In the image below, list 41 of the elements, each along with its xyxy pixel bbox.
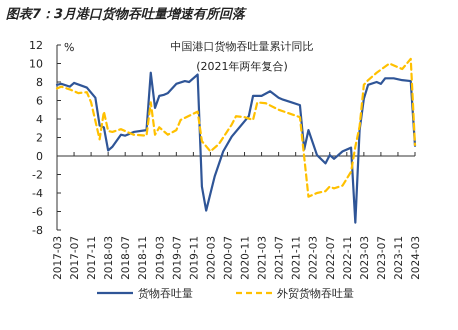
line-series xyxy=(56,58,416,198)
x-tick-label: 2019-07 xyxy=(171,236,184,280)
chart-subtitle: 中国港口货物吞吐量累计同比 xyxy=(170,40,314,53)
x-tick-label: 2018-07 xyxy=(120,236,132,280)
x-tick-label: 2017-07 xyxy=(69,236,82,280)
x-tick-label: 2023-03 xyxy=(358,236,371,280)
y-tick-label: -8 xyxy=(32,224,43,237)
x-tick-label: 2018-11 xyxy=(137,236,150,280)
y-tick-label: 10 xyxy=(29,58,43,70)
legend-label: 外贸货物吞吐量 xyxy=(277,287,354,300)
x-tick-label: 2024-03 xyxy=(410,236,422,280)
x-tick-label: 2020-07 xyxy=(222,236,234,280)
line-series xyxy=(56,72,416,224)
x-tick-label: 2023-07 xyxy=(376,236,388,280)
x-tick-label: 2018-03 xyxy=(103,236,116,280)
x-tick-label: 2019-11 xyxy=(188,236,200,280)
y-tick-label: -4 xyxy=(32,187,43,200)
legend-label: 货物吞吐量 xyxy=(138,287,193,300)
y-tick-label: 0 xyxy=(36,150,43,163)
x-tick-label: 2022-07 xyxy=(324,236,337,280)
y-axis-title: % xyxy=(64,41,74,54)
x-tick-label: 2021-03 xyxy=(256,236,269,280)
annotation: (2021年两年复合) xyxy=(196,60,288,73)
x-tick-label: 2017-11 xyxy=(86,236,98,280)
y-tick-label: 2 xyxy=(36,132,43,144)
x-tick-label: 2021-11 xyxy=(290,236,303,280)
y-tick-label: -2 xyxy=(32,168,43,182)
x-tick-label: 2021-07 xyxy=(274,236,286,280)
x-tick-label: 2022-03 xyxy=(308,236,320,280)
x-tick-label: 2020-11 xyxy=(240,236,252,280)
x-tick-label: 2023-11 xyxy=(392,236,405,280)
x-tick-label: 2019-03 xyxy=(154,236,166,280)
y-tick-label: -6 xyxy=(32,206,43,218)
x-tick-label: 2020-03 xyxy=(205,236,218,280)
y-tick-label: 4 xyxy=(36,113,43,126)
y-tick-label: 8 xyxy=(36,76,43,89)
y-tick-label: 6 xyxy=(36,94,43,108)
x-tick-label: 2017-03 xyxy=(52,236,64,280)
y-tick-label: 12 xyxy=(29,39,43,52)
x-tick-label: 2022-11 xyxy=(342,236,354,280)
chart-title: 图表7：3月港口货物吞吐量增速有所回落 xyxy=(6,6,248,22)
